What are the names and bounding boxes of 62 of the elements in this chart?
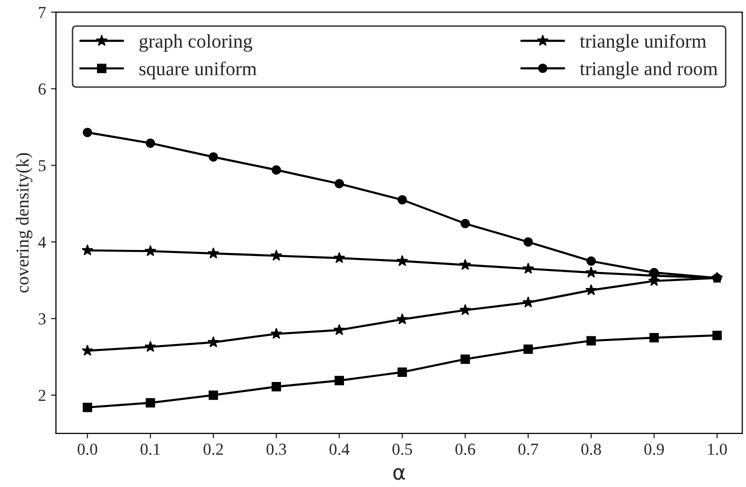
legend-label: graph coloring — [139, 34, 252, 52]
point — [82, 344, 94, 356]
point — [712, 330, 722, 340]
y-tick-label: 2 — [38, 390, 46, 401]
point — [459, 258, 472, 270]
point — [208, 390, 218, 400]
point — [585, 266, 597, 278]
x-tick-label: 1.0 — [708, 444, 727, 455]
y-tick-label: 6 — [38, 84, 46, 95]
x-tick-label: 0.9 — [644, 444, 664, 455]
y-tick-label: 5 — [38, 160, 46, 172]
point — [334, 179, 344, 188]
y-tick-label: 4 — [38, 236, 46, 248]
x-tick-label: 0.7 — [518, 444, 538, 455]
legend-label: square uniform — [139, 61, 257, 80]
point — [146, 138, 156, 148]
point — [208, 152, 218, 162]
point — [334, 376, 344, 386]
point — [585, 284, 597, 296]
x-tick-label: 0.2 — [204, 444, 223, 455]
point — [649, 333, 659, 342]
x-tick-label: 0.5 — [392, 444, 412, 455]
point — [398, 195, 407, 205]
point — [396, 313, 408, 324]
point — [398, 367, 407, 377]
point — [524, 237, 533, 247]
point — [459, 304, 472, 316]
point — [208, 247, 220, 258]
point — [522, 262, 534, 274]
point — [586, 256, 596, 266]
point — [396, 255, 408, 266]
y-tick-label: 7 — [38, 7, 46, 18]
point — [146, 398, 156, 408]
point — [82, 402, 92, 412]
point — [522, 296, 534, 308]
point — [270, 250, 282, 261]
x-axis-title: α — [393, 468, 405, 480]
point — [144, 340, 156, 352]
legend-label: triangle uniform — [580, 34, 706, 52]
x-tick-label: 0.1 — [140, 444, 160, 455]
point — [272, 382, 282, 392]
x-tick-label: 0.0 — [78, 444, 98, 455]
point — [208, 336, 220, 348]
point — [460, 354, 470, 364]
x-tick-label: 0.6 — [455, 444, 476, 455]
point — [586, 336, 596, 346]
legend-label: triangle and room — [580, 62, 718, 80]
y-tick-label: 3 — [38, 313, 46, 324]
point — [333, 252, 346, 264]
point — [712, 273, 722, 283]
point — [144, 245, 156, 256]
x-tick-label: 0.3 — [266, 444, 286, 455]
point — [333, 324, 346, 336]
point — [82, 128, 92, 138]
x-tick-label: 0.8 — [581, 444, 601, 455]
point — [460, 218, 470, 228]
point — [82, 244, 94, 256]
point — [270, 328, 282, 339]
point — [524, 344, 533, 354]
x-tick-label: 0.4 — [330, 444, 350, 455]
y-axis-title: covering density(k) — [16, 153, 32, 293]
point — [272, 165, 282, 175]
